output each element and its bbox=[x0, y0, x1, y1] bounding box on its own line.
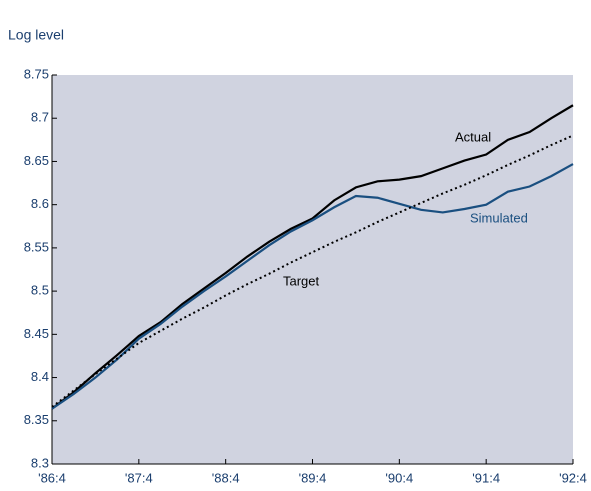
series-label: Target bbox=[283, 273, 320, 288]
x-tick-label: '89:4 bbox=[299, 470, 327, 485]
line-series bbox=[51, 163, 574, 410]
y-tick-label: 8.65 bbox=[24, 153, 49, 168]
plot-area bbox=[52, 75, 573, 464]
y-tick-label: 8.3 bbox=[31, 455, 49, 470]
series-label: Simulated bbox=[470, 210, 528, 225]
x-tick-label: '88:4 bbox=[212, 470, 240, 485]
line-series bbox=[51, 104, 574, 410]
x-tick-label: '92:4 bbox=[559, 470, 587, 485]
y-axis-label: Log level bbox=[8, 27, 64, 43]
y-tick-label: 8.45 bbox=[24, 326, 49, 341]
x-tick-label: '91:4 bbox=[472, 470, 500, 485]
y-tick-label: 8.75 bbox=[24, 66, 49, 81]
y-tick-label: 8.4 bbox=[31, 369, 49, 384]
x-tick-label: '86:4 bbox=[38, 470, 66, 485]
y-tick-label: 8.7 bbox=[31, 110, 49, 125]
x-tick-label: '90:4 bbox=[385, 470, 413, 485]
y-tick-label: 8.5 bbox=[31, 283, 49, 298]
x-tick-label: '87:4 bbox=[125, 470, 153, 485]
y-tick-label: 8.6 bbox=[31, 196, 49, 211]
y-tick-label: 8.55 bbox=[24, 239, 49, 254]
series-label: Actual bbox=[455, 129, 491, 144]
y-tick-label: 8.35 bbox=[24, 412, 49, 427]
